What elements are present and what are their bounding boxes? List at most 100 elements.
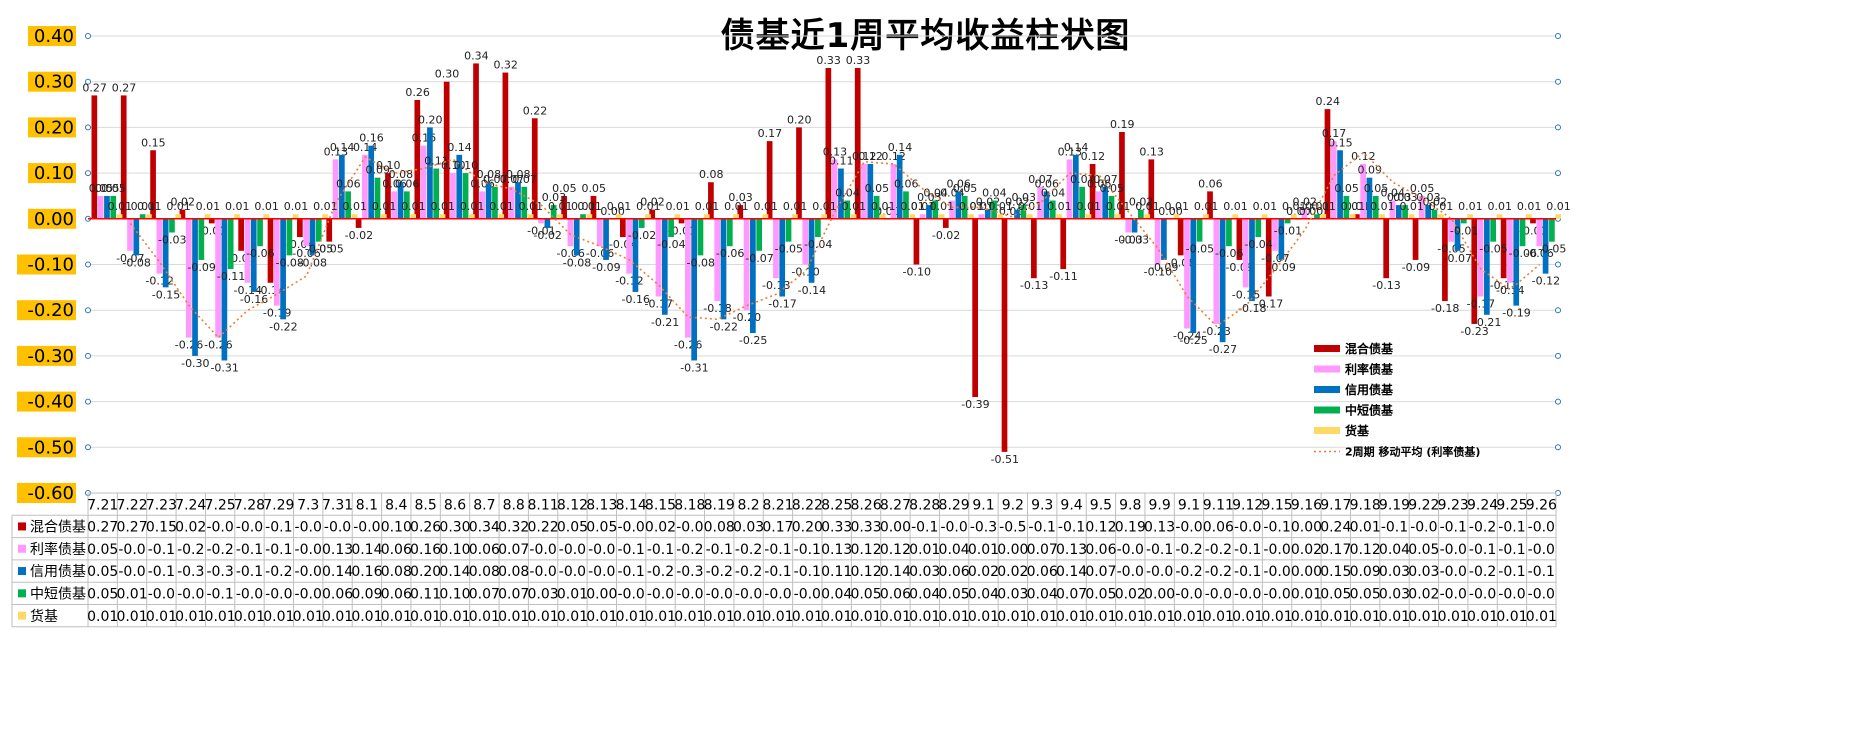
table-cell: 0.02 [997,564,1028,580]
data-label: -0.05 [1186,243,1214,256]
bar [1366,177,1373,219]
data-label: -0.15 [1232,288,1260,301]
bar [1389,200,1396,219]
left-axis-marker [85,261,91,268]
bar [502,72,509,219]
table-cell: 0.05 [1085,587,1116,603]
table-cell: 0.01 [1115,609,1146,625]
table-cell: 0.04 [1027,587,1058,603]
data-label: 0.01 [1223,200,1248,213]
bar [309,218,316,256]
bar [208,218,215,224]
table-cell: -0.2 [735,564,762,580]
table-cell: 0.04 [968,587,999,603]
bar [661,218,668,315]
bar [1154,218,1161,265]
bar [762,214,769,219]
bar [1425,205,1431,219]
data-label: -0.05 [305,243,333,256]
table-cell: -0.0 [1146,564,1173,580]
bar [919,214,926,219]
table-cell: 0.03 [909,564,940,580]
data-label: 0.07 [483,173,508,186]
table-cell: -0.2 [1175,564,1202,580]
data-label: 0.01 [1341,200,1366,213]
x-tick-label: 8.21 [762,497,793,513]
table-cell: -0.0 [676,587,703,603]
table-cell: 0.14 [880,564,911,580]
data-label: -0.10 [791,266,819,279]
table-cell: 0.13 [1144,520,1175,536]
table-cell: 0.01 [1408,609,1439,625]
y-tick-label-bg [28,163,76,184]
bar [1412,218,1419,260]
bar [456,154,463,219]
bar [773,218,779,279]
x-tick-label: 9.22 [1408,497,1439,513]
bar [1448,218,1455,242]
bar [1026,214,1033,219]
data-label: -0.07 [1444,252,1472,265]
table-cell: 0.06 [1085,542,1116,558]
table-cell: -0.1 [1498,542,1525,558]
table-cell: -0.0 [265,587,292,603]
table-cell: 0.00 [1291,520,1322,536]
bar [1383,218,1390,279]
table-cell: 0.16 [351,564,382,580]
x-tick-label: 9.5 [1090,497,1112,513]
bar [433,168,440,219]
data-label: -0.18 [1431,302,1459,315]
x-tick-label: 9.25 [1496,497,1527,513]
table-cell: -0.2 [177,542,204,558]
table-cell: -0.1 [1029,520,1056,536]
bar [1343,195,1350,219]
table-legend-key [18,544,26,553]
table-cell: 0.12 [1350,542,1381,558]
bar [110,195,117,219]
table-cell: -0.0 [706,587,733,603]
data-label: 0.01 [108,200,133,213]
table-cell: 0.10 [439,587,470,603]
data-label: 0.27 [82,81,107,94]
x-tick-label: 7.21 [87,497,118,513]
y-tick-label-bg [17,254,76,275]
bar [531,118,538,219]
bar [1272,218,1278,251]
bar [404,191,410,219]
table-cell: -0.1 [911,520,938,536]
table-cell: 0.01 [939,609,970,625]
table-cell: 0.07 [1027,542,1058,558]
data-label: 0.01 [1399,200,1424,213]
table-cell: -0.0 [1117,564,1144,580]
table-cell: -0.0 [1528,587,1555,603]
data-label: -0.13 [762,279,790,292]
bar [808,218,815,283]
table-cell: -0.3 [206,564,233,580]
bar [267,218,274,283]
table-cell: 0.08 [381,564,412,580]
table-cell: 0.03 [997,587,1028,603]
table-cell: -0.0 [295,587,322,603]
bar [215,218,221,338]
table-cell: -0.0 [324,520,351,536]
table-cell: 0.01 [1232,609,1263,625]
data-label: 0.08 [477,168,502,181]
table-cell: 0.14 [1056,564,1087,580]
bar [838,168,844,219]
data-label: 0.01 [401,200,426,213]
table-cell: 0.22 [527,520,558,536]
data-label: 0.04 [982,187,1007,200]
data-label: -0.03 [1114,234,1142,247]
y-tick-label: -0.10 [27,255,74,276]
table-cell: 0.01 [674,609,705,625]
data-label: 0.07 [1028,173,1053,186]
bar [726,218,733,247]
x-tick-label: 8.22 [792,497,823,513]
data-label: 0.04 [1041,187,1066,200]
data-label: 0.01 [1076,200,1101,213]
table-cell: -0.0 [1440,542,1467,558]
table-cell: 0.01 [410,609,441,625]
table-cell: 0.10 [439,542,470,558]
table-cell: 0.09 [1350,564,1381,580]
x-tick-label: 8.13 [586,497,617,513]
